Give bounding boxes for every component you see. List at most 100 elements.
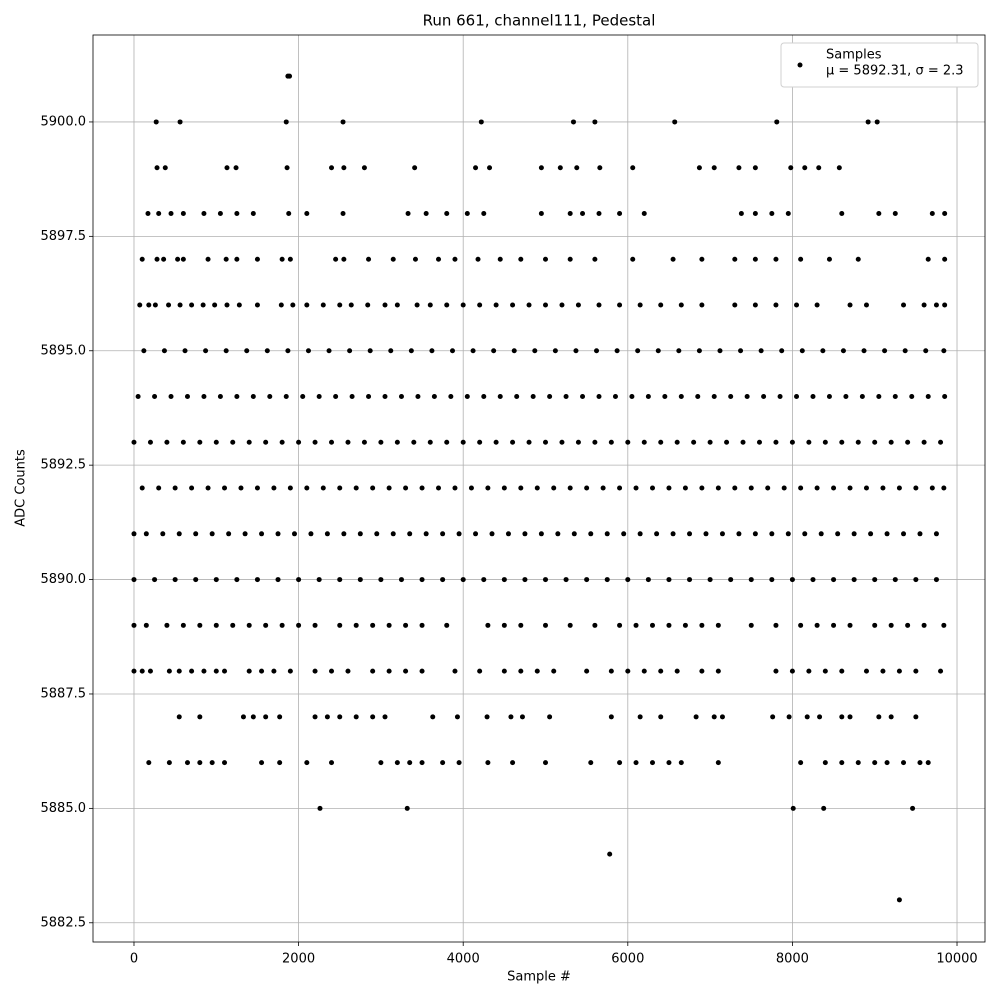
point <box>213 668 219 674</box>
point <box>748 622 754 628</box>
point <box>139 256 145 262</box>
point <box>197 439 203 445</box>
point <box>901 302 907 308</box>
point <box>892 577 898 583</box>
point <box>736 165 742 171</box>
point <box>398 394 404 400</box>
point <box>789 577 795 583</box>
point <box>584 577 590 583</box>
point <box>394 760 400 766</box>
point <box>534 668 540 674</box>
point <box>658 439 664 445</box>
point <box>367 348 373 354</box>
point <box>341 256 347 262</box>
point <box>882 348 888 354</box>
point <box>773 439 779 445</box>
y-tick-label: 5897.5 <box>41 229 87 244</box>
point <box>236 302 242 308</box>
point <box>781 485 787 491</box>
point <box>312 439 318 445</box>
point <box>913 668 919 674</box>
point <box>617 760 623 766</box>
point <box>419 485 425 491</box>
point <box>806 439 812 445</box>
point <box>267 394 273 400</box>
point <box>259 531 265 537</box>
point <box>543 577 549 583</box>
point <box>574 165 580 171</box>
point <box>617 210 623 216</box>
point <box>732 256 738 262</box>
point <box>146 760 152 766</box>
point <box>250 210 256 216</box>
point <box>896 897 902 903</box>
point <box>340 119 346 125</box>
point <box>131 531 137 537</box>
point <box>584 668 590 674</box>
point <box>189 302 195 308</box>
point <box>637 714 643 720</box>
point <box>222 760 228 766</box>
point <box>526 302 532 308</box>
point <box>798 256 804 262</box>
point <box>176 668 182 674</box>
point <box>596 210 602 216</box>
point <box>641 439 647 445</box>
point <box>938 439 944 445</box>
point <box>738 348 744 354</box>
point <box>761 394 767 400</box>
point <box>172 577 178 583</box>
point <box>917 531 923 537</box>
point <box>176 714 182 720</box>
y-tick-label: 5885.0 <box>41 801 87 816</box>
point <box>839 668 845 674</box>
point <box>501 485 507 491</box>
point <box>254 485 260 491</box>
point <box>522 531 528 537</box>
point <box>456 760 462 766</box>
point <box>394 439 400 445</box>
point <box>910 805 916 811</box>
point <box>678 760 684 766</box>
point <box>440 760 446 766</box>
point <box>456 531 462 537</box>
point <box>254 256 260 262</box>
point <box>312 714 318 720</box>
point <box>250 394 256 400</box>
point <box>836 165 842 171</box>
point <box>872 439 878 445</box>
point <box>489 531 495 537</box>
point <box>888 714 894 720</box>
point <box>184 760 190 766</box>
point <box>317 805 323 811</box>
point <box>543 302 549 308</box>
point <box>152 394 158 400</box>
point <box>505 531 511 537</box>
point <box>820 348 826 354</box>
point <box>341 165 347 171</box>
point <box>567 210 573 216</box>
point <box>460 439 466 445</box>
point <box>861 348 867 354</box>
point <box>551 485 557 491</box>
point <box>547 714 553 720</box>
point <box>493 302 499 308</box>
point <box>575 439 581 445</box>
point <box>197 622 203 628</box>
point <box>464 210 470 216</box>
point <box>649 760 655 766</box>
point <box>230 439 236 445</box>
point <box>655 348 661 354</box>
point <box>913 714 919 720</box>
point <box>226 531 232 537</box>
point <box>674 668 680 674</box>
point <box>563 577 569 583</box>
point <box>353 485 359 491</box>
point <box>913 485 919 491</box>
point <box>658 714 664 720</box>
point <box>557 165 563 171</box>
point <box>180 622 186 628</box>
point <box>588 760 594 766</box>
point <box>337 622 343 628</box>
y-axis-label: ADC Counts <box>14 449 29 527</box>
